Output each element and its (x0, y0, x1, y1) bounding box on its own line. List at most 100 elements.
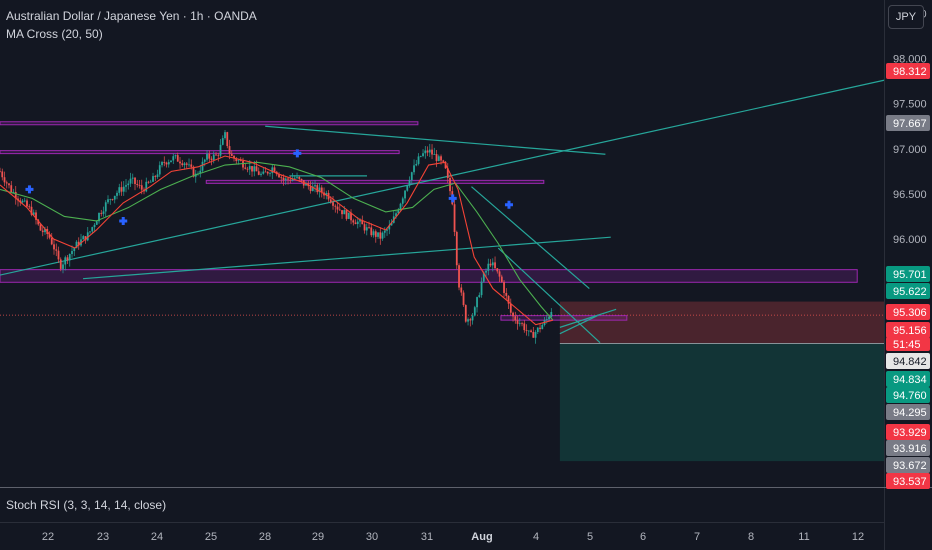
indicator-label[interactable]: MA Cross (20, 50) (6, 27, 103, 41)
candle-body (480, 281, 483, 296)
price-badge-text-2: 95.701 (893, 269, 927, 281)
candle-body (235, 158, 238, 162)
candle-body (176, 155, 179, 162)
y-tick-label-2: 97.500 (893, 99, 927, 111)
candle-body (469, 319, 472, 321)
candle-body (280, 177, 283, 179)
y-tick-label-3: 97.000 (893, 144, 927, 156)
candle-body (311, 186, 314, 191)
candle-body (149, 181, 152, 183)
stoch-rsi-label[interactable]: Stoch RSI (3, 3, 14, 14, close) (6, 498, 167, 512)
candle-body (532, 331, 535, 338)
candle-body (199, 170, 202, 174)
candle-body (39, 224, 42, 231)
ma-cross-marker-4 (504, 200, 513, 209)
candle-body (0, 171, 1, 173)
price-badge-text-9: 94.295 (893, 407, 927, 419)
candle-body (77, 241, 80, 246)
candle-body (152, 176, 154, 182)
ma-cross-marker-3 (448, 194, 457, 203)
candle-body (14, 191, 17, 199)
candle-body (55, 249, 58, 251)
candle-body (237, 160, 240, 162)
price-badge-text-8: 94.760 (893, 390, 927, 402)
candle-body (496, 268, 499, 272)
price-badge-4 (886, 304, 930, 320)
candle-body (219, 144, 222, 156)
candle-body (390, 222, 393, 226)
price-badge-3 (886, 283, 930, 299)
x-tick-label-14: 11 (798, 531, 809, 543)
candle-body (377, 232, 379, 237)
candle-body (530, 330, 532, 332)
candle-body (381, 232, 384, 239)
candle-body (100, 212, 103, 214)
candle-body (363, 224, 366, 231)
candle-body (59, 259, 62, 269)
candle-body (262, 171, 265, 174)
candle-body (541, 324, 544, 330)
candle-body (129, 178, 132, 184)
candle-body (419, 156, 422, 157)
candle-body (156, 174, 159, 177)
candle-body (8, 183, 10, 186)
candle-body (30, 206, 33, 215)
candle-body (383, 230, 386, 233)
candle-body (3, 177, 6, 183)
candle-body (98, 212, 100, 222)
candle-body (350, 212, 352, 221)
candle-body (134, 177, 136, 185)
price-badge-13 (886, 473, 930, 489)
price-badge-10 (886, 424, 930, 440)
candle-body (309, 186, 312, 191)
x-tick-label-9: 4 (533, 531, 539, 543)
candle-body (136, 184, 139, 185)
candle-body (203, 159, 206, 162)
candle-body (487, 263, 490, 271)
trendline-5 (497, 247, 601, 344)
candle-body (329, 199, 332, 203)
candle-body (458, 265, 460, 288)
candle-body (215, 154, 217, 156)
candle-body (192, 166, 195, 177)
price-badge-text-5: 95.156 (893, 325, 927, 337)
candle-body (548, 316, 550, 320)
candle-body (201, 161, 204, 171)
candle-body (37, 219, 40, 225)
candle-body (264, 171, 267, 173)
candle-body (368, 227, 370, 229)
candle-body (370, 227, 373, 236)
price-badge-text-0: 98.312 (893, 66, 927, 78)
chart-title: Australian Dollar / Japanese Yen · 1h · … (6, 9, 257, 23)
candle-body (460, 287, 463, 293)
candle-body (273, 167, 276, 172)
candle-body (536, 327, 539, 333)
candle-body (545, 319, 548, 321)
candle-body (356, 221, 359, 225)
candle-body (68, 253, 71, 261)
candle-body (73, 248, 76, 252)
candle-body (206, 153, 208, 160)
candle-body (482, 272, 485, 282)
candle-body (406, 185, 409, 191)
candle-body (228, 146, 231, 154)
candle-body (478, 295, 481, 298)
candle-body (269, 173, 271, 174)
candle-body (48, 233, 51, 238)
candle-body (62, 264, 64, 269)
candle-body (122, 186, 125, 192)
x-tick-label-7: 31 (421, 531, 433, 543)
candle-body (172, 156, 175, 161)
take-profit-zone (559, 343, 884, 462)
candle-body (1, 171, 4, 178)
candle-body (158, 165, 161, 175)
zone-1 (0, 150, 400, 155)
candle-body (415, 163, 418, 166)
candle-body (500, 276, 503, 282)
candle-body (521, 323, 523, 325)
candle-body (26, 200, 28, 207)
x-tick-label-4: 28 (259, 531, 271, 543)
candle-body (93, 224, 96, 228)
currency-button[interactable]: JPY (888, 5, 924, 29)
